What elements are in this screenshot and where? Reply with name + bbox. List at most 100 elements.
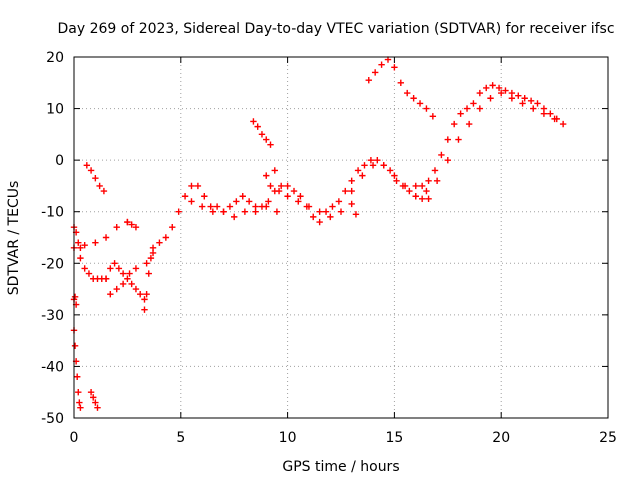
data-point: [213, 203, 221, 210]
data-point: [335, 198, 343, 205]
data-point: [551, 115, 558, 123]
data-point: [124, 218, 131, 226]
data-point: [451, 120, 458, 128]
data-point: [198, 203, 206, 210]
data-point: [209, 208, 217, 215]
y-tick-label: -10: [41, 205, 64, 221]
data-point: [92, 399, 99, 406]
data-point: [489, 82, 496, 89]
data-point: [401, 182, 409, 190]
series-arc-g: [87, 389, 101, 411]
data-point: [521, 95, 528, 102]
data-point: [226, 203, 234, 210]
data-point: [502, 87, 509, 94]
data-point: [201, 193, 208, 200]
data-point: [258, 131, 266, 138]
data-point: [107, 265, 114, 272]
data-point: [559, 120, 567, 128]
data-point: [483, 84, 490, 92]
data-point: [96, 182, 103, 190]
data-point: [410, 95, 417, 102]
data-point: [457, 110, 464, 117]
data-point: [87, 167, 95, 174]
data-point: [141, 306, 148, 313]
data-point: [231, 213, 238, 221]
series-arc-l: [143, 82, 567, 267]
data-point: [175, 208, 182, 215]
y-tick-label: 10: [46, 102, 64, 118]
data-point: [75, 389, 82, 396]
data-point: [267, 141, 274, 148]
data-point: [169, 223, 176, 231]
data-point: [534, 100, 541, 107]
data-point: [386, 167, 394, 174]
data-point: [530, 105, 537, 112]
data-point: [275, 187, 283, 195]
series-arc-a: [70, 223, 84, 252]
data-point: [74, 373, 81, 380]
data-point: [515, 92, 522, 99]
data-point: [378, 61, 385, 68]
data-point: [128, 221, 135, 228]
data-point: [391, 172, 398, 179]
data-point: [455, 136, 462, 143]
data-point: [425, 195, 432, 203]
data-point: [470, 100, 477, 107]
data-point: [162, 234, 170, 241]
data-point: [252, 208, 259, 215]
series-arc-m: [188, 89, 558, 221]
data-point: [124, 275, 131, 282]
data-point: [128, 280, 135, 288]
data-point: [113, 285, 120, 293]
series-arc-f: [83, 162, 108, 195]
data-point: [119, 280, 127, 288]
data-point: [102, 234, 110, 241]
data-point: [476, 89, 484, 97]
data-point: [271, 167, 278, 174]
data-point: [316, 208, 323, 215]
data-point: [233, 198, 240, 205]
data-point: [433, 177, 441, 184]
data-point: [444, 136, 451, 143]
x-tick-label: 10: [279, 430, 297, 446]
data-point: [359, 172, 366, 179]
data-point: [540, 110, 548, 117]
series-arc-r: [348, 200, 360, 218]
data-point: [498, 89, 505, 97]
x-tick-label: 20: [492, 430, 510, 446]
y-tick-label: -40: [41, 359, 64, 375]
data-point: [371, 69, 379, 76]
data-point: [431, 167, 439, 174]
data-point: [476, 105, 484, 112]
data-point: [305, 203, 313, 210]
x-tick-label: 0: [70, 430, 79, 446]
axis-ticks: 0 5 10 15 20 25 -50 -40 -30 -20 -10 0 10 20: [41, 50, 617, 446]
data-point: [71, 293, 79, 301]
data-point: [81, 265, 88, 272]
series-arc-o: [365, 56, 437, 120]
data-point: [495, 84, 503, 92]
data-point: [92, 174, 99, 182]
data-point: [107, 291, 114, 298]
data-point: [263, 136, 270, 143]
series-arc-b: [70, 293, 80, 308]
data-point: [94, 404, 101, 411]
data-point: [126, 270, 133, 277]
data-point: [145, 270, 152, 277]
data-point: [77, 404, 84, 411]
data-point: [85, 270, 93, 277]
y-tick-label: -20: [41, 256, 64, 272]
data-point: [141, 296, 148, 303]
series-arc-n: [250, 118, 274, 148]
grid-layer: [74, 57, 608, 418]
data-point: [111, 260, 118, 267]
data-point: [519, 100, 526, 107]
data-point: [487, 95, 494, 102]
data-point: [374, 156, 381, 164]
data-point: [354, 167, 362, 174]
x-tick-label: 15: [385, 430, 403, 446]
data-point: [267, 182, 274, 190]
data-point: [463, 105, 471, 112]
data-point: [156, 239, 163, 246]
data-point: [113, 223, 120, 231]
